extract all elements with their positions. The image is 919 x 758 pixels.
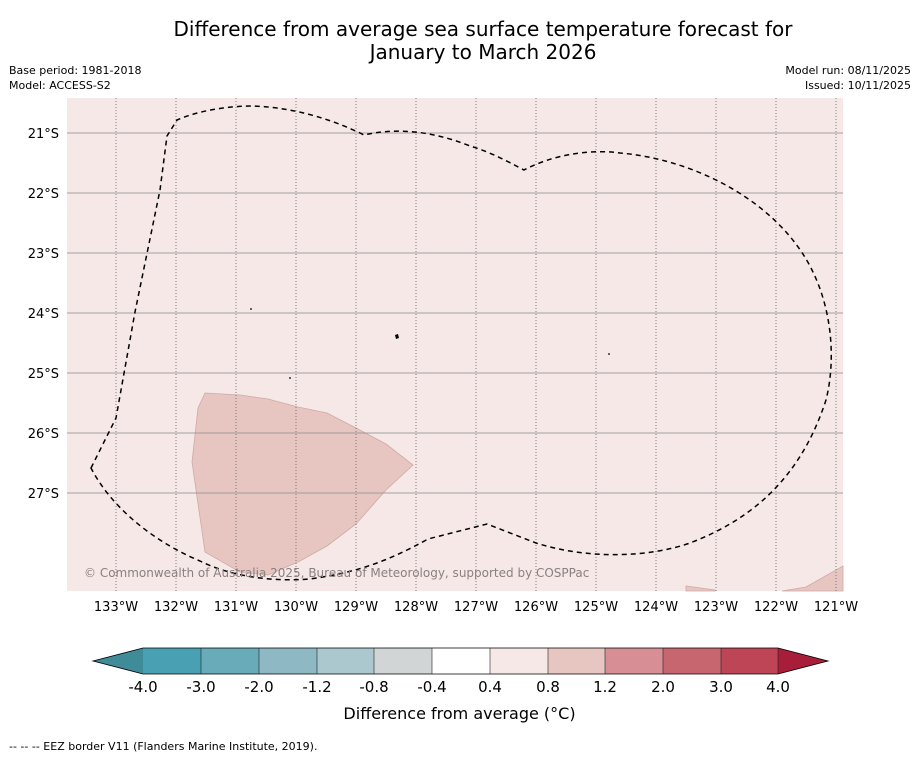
- lat-label: 26°S: [28, 427, 59, 442]
- colorbar: -4.0 -3.0 -2.0 -1.2 -0.8 -0.4 0.4 0.8 1.…: [91, 647, 830, 696]
- lon-label: 127°W: [454, 600, 498, 615]
- lon-label: 132°W: [154, 600, 198, 615]
- island-marker: [250, 308, 252, 310]
- warm-anomaly-patch-edge: [685, 585, 716, 592]
- colorbar-segment: [721, 648, 778, 674]
- colorbar-segment: [548, 648, 605, 674]
- warm-anomaly-patch: [191, 392, 414, 576]
- copyright-text: © Commonwealth of Australia 2025, Bureau…: [84, 566, 589, 580]
- colorbar-segment: [663, 648, 721, 674]
- colorbar-segment: [432, 648, 490, 674]
- colorbar-label: Difference from average (°C): [343, 704, 576, 723]
- model-run: Model run: 08/11/2025: [785, 64, 911, 77]
- colorbar-tick: -2.0: [244, 678, 273, 696]
- chart-title: Difference from average sea surface temp…: [140, 18, 826, 64]
- issued-date: Issued: 10/11/2025: [804, 79, 911, 92]
- lon-label: 123°W: [694, 600, 738, 615]
- colorbar-tick: -1.2: [302, 678, 331, 696]
- colorbar-tick: -0.8: [359, 678, 388, 696]
- colorbar-segment: [317, 648, 374, 674]
- lat-label: 22°S: [28, 187, 59, 202]
- colorbar-tick: -3.0: [186, 678, 215, 696]
- lon-label: 131°W: [214, 600, 258, 615]
- title-line-2: January to March 2026: [369, 40, 597, 64]
- footnote-eez-source: -- -- -- EEZ border V11 (Flanders Marine…: [9, 740, 318, 753]
- colorbar-extend-high: [778, 648, 828, 674]
- colorbar-segment: [490, 648, 548, 674]
- colorbar-tick: -4.0: [128, 678, 157, 696]
- lon-label: 125°W: [574, 600, 618, 615]
- colorbar-extend-low: [93, 648, 143, 674]
- island-marker: [395, 334, 399, 339]
- colorbar-tick: 2.0: [651, 678, 675, 696]
- warm-anomaly-patch-corner: [781, 565, 844, 592]
- colorbar-tick: 4.0: [766, 678, 790, 696]
- meta-left: Base period: 1981-2018 Model: ACCESS-S2: [9, 63, 141, 93]
- eez-border: [90, 105, 833, 581]
- lat-label: 23°S: [28, 247, 59, 262]
- lon-label: 129°W: [334, 600, 378, 615]
- longitude-gridlines: [115, 98, 837, 591]
- colorbar-segment: [259, 648, 317, 674]
- lat-label: 21°S: [28, 127, 59, 142]
- colorbar-tick: 0.8: [536, 678, 560, 696]
- title-line-1: Difference from average sea surface temp…: [173, 17, 793, 41]
- latitude-gridlines: [67, 132, 843, 494]
- lat-label: 24°S: [28, 307, 59, 322]
- colorbar-segment: [605, 648, 663, 674]
- lat-label: 25°S: [28, 367, 59, 382]
- lat-label: 27°S: [28, 487, 59, 502]
- colorbar-segment: [201, 648, 259, 674]
- colorbar-tick: 0.4: [478, 678, 502, 696]
- colorbar-segment: [374, 648, 432, 674]
- colorbar-segment: [143, 648, 201, 674]
- colorbar-tick: 1.2: [593, 678, 617, 696]
- lon-label: 121°W: [814, 600, 858, 615]
- latitude-labels: 21°S 22°S 23°S 24°S 25°S 26°S 27°S: [28, 127, 59, 502]
- map-background: [67, 98, 843, 591]
- colorbar-tick: 3.0: [709, 678, 733, 696]
- model-name: Model: ACCESS-S2: [9, 79, 111, 92]
- lon-label: 122°W: [754, 600, 798, 615]
- lon-label: 128°W: [394, 600, 438, 615]
- colorbar-tick: -0.4: [417, 678, 446, 696]
- longitude-labels: 133°W 132°W 131°W 130°W 129°W 128°W 127°…: [94, 600, 858, 615]
- lon-label: 124°W: [634, 600, 678, 615]
- island-marker: [608, 353, 610, 355]
- island-marker: [289, 377, 291, 379]
- meta-right: Model run: 08/11/2025 Issued: 10/11/2025: [785, 63, 911, 93]
- lon-label: 126°W: [514, 600, 558, 615]
- base-period: Base period: 1981-2018: [9, 64, 142, 77]
- lon-label: 133°W: [94, 600, 138, 615]
- lon-label: 130°W: [274, 600, 318, 615]
